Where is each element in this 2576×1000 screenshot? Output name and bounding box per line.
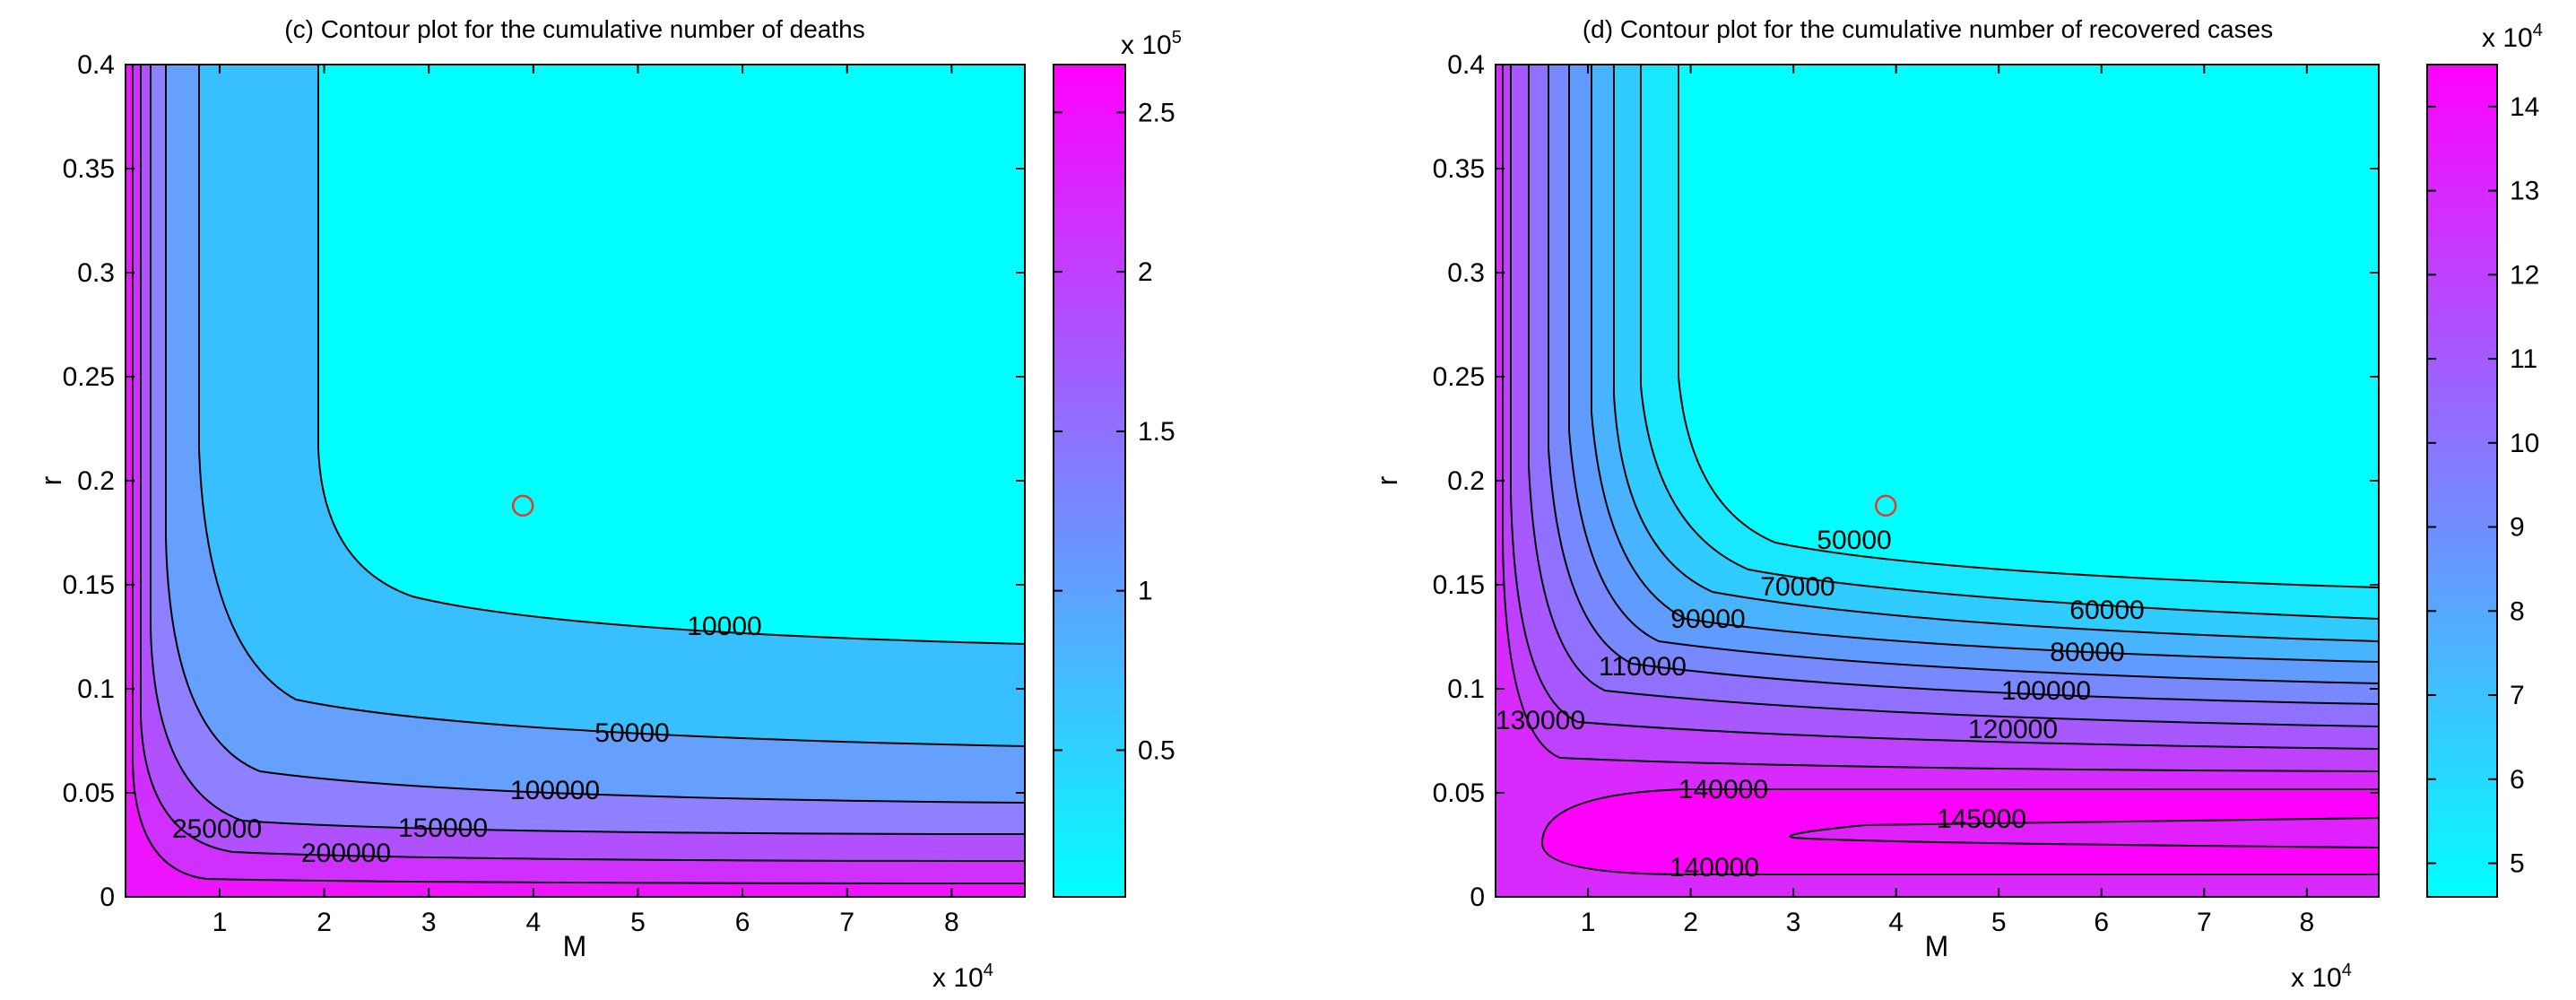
panel-d-xtick-label-4: 5: [1991, 908, 2007, 937]
panel-d-xtick-label-7: 8: [2299, 908, 2314, 937]
panel-d-title: (d) Contour plot for the cumulative numb…: [1583, 15, 2273, 43]
panel-d-ytick-label-7: 0.35: [1433, 154, 1485, 184]
panel-c-colorbar: 0.5 1 1.5 2 2.5 x 105: [1053, 28, 1182, 898]
panel-d-cbar-tick-label-3: 8: [2510, 596, 2525, 626]
panel-d-cbar-tick-label-0: 5: [2510, 849, 2525, 879]
panel-d-label-110000: 110000: [1599, 652, 1687, 682]
panel-d-ytick-label-2: 0.1: [1447, 674, 1485, 704]
panel-c-label-50000: 50000: [594, 718, 669, 748]
panel-d-label-80000: 80000: [2050, 638, 2124, 667]
panel-c: (c) Contour plot for the cumulative numb…: [35, 15, 1182, 993]
panel-d-ytick-label-0: 0: [1470, 883, 1485, 912]
panel-c-ytick-label-2: 0.1: [77, 674, 115, 704]
panel-c-ytick-label-4: 0.2: [77, 466, 115, 496]
panel-c-plot-area: 10000 50000 100000 150000 200000 250000: [126, 65, 1026, 897]
panel-c-ytick-label-3: 0.15: [63, 570, 115, 600]
panel-d-ytick-label-1: 0.05: [1433, 778, 1485, 808]
panel-d-label-145000: 145000: [1937, 804, 2026, 834]
panel-c-label-150000: 150000: [398, 813, 488, 843]
panel-d-ytick-label-5: 0.25: [1433, 362, 1485, 392]
panel-d-xtick-label-2: 3: [1786, 908, 1801, 937]
panel-d-colorbar-exponent: x 104: [2482, 21, 2543, 53]
panel-c-ytick-label-1: 0.05: [63, 778, 115, 808]
panel-d-colorbar: 5 6 7 8 9 10 11 12 13 14 x 104: [2426, 21, 2543, 898]
panel-d-band-6: [1496, 65, 2379, 897]
panel-d-cbar-tick-label-1: 6: [2510, 765, 2525, 795]
panel-d: (d) Contour plot for the cumulative numb…: [1371, 15, 2543, 993]
panel-d-xtick-label-1: 2: [1683, 908, 1698, 937]
panel-c-cbar-tick-label-2: 1.5: [1138, 417, 1175, 447]
panel-c-ylabel: r: [35, 475, 67, 485]
panel-c-xtick-label-5: 6: [735, 908, 750, 937]
panel-c-colorbar-exponent: x 105: [1121, 28, 1182, 60]
panel-c-cbar-tick-label-4: 2.5: [1138, 98, 1175, 127]
panel-c-cbar-tick-label-0: 0.5: [1138, 735, 1175, 765]
panel-c-xtick-label-3: 4: [526, 908, 542, 937]
panel-c-xtick-label-7: 8: [944, 908, 959, 937]
panel-d-label-140000-top: 140000: [1678, 775, 1768, 804]
panel-c-ytick-label-8: 0.4: [77, 50, 115, 80]
panel-c-ytick-label-6: 0.3: [77, 258, 115, 288]
panel-c-xtick-label-1: 2: [317, 908, 332, 937]
panel-d-label-120000: 120000: [1968, 715, 2058, 744]
panel-d-cbar-tick-label-9: 14: [2510, 92, 2539, 122]
panel-d-colorbar-ticks: 5 6 7 8 9 10 11 12 13 14: [2427, 92, 2539, 879]
panel-d-cbar-tick-label-8: 13: [2510, 177, 2539, 206]
panel-c-label-250000: 250000: [172, 814, 262, 844]
panel-d-label-130000: 130000: [1496, 706, 1585, 735]
panel-d-label-50000: 50000: [1817, 526, 1891, 555]
panel-d-contour-labels: 50000 60000 70000 80000 90000 100000 110…: [1496, 526, 2145, 883]
panel-c-colorbar-gradient: [1053, 64, 1126, 898]
panel-c-ytick-label-0: 0: [100, 883, 115, 912]
panel-d-ylabel: r: [1371, 475, 1403, 485]
panel-d-xlabel: M: [1925, 930, 1949, 962]
panel-c-xtick-label-2: 3: [421, 908, 437, 937]
panel-d-xtick-label-6: 7: [2197, 908, 2212, 937]
panel-c-contour-labels: 10000 50000 100000 150000 200000 250000: [172, 612, 762, 868]
panel-d-xtick-label-3: 4: [1888, 908, 1904, 937]
panel-d-label-70000: 70000: [1760, 572, 1834, 602]
panel-d-colorbar-gradient: [2426, 64, 2498, 898]
panel-c-band-4: [126, 65, 1025, 897]
panel-c-x-exponent: x 104: [932, 961, 993, 993]
panel-c-marker-circle: [511, 494, 534, 517]
panel-d-ytick-label-3: 0.15: [1433, 570, 1485, 600]
panel-d-band-11: [1790, 818, 2379, 848]
panel-d-cbar-tick-label-7: 12: [2510, 260, 2539, 290]
panel-c-cbar-tick-label-1: 1: [1138, 577, 1153, 606]
panel-c-label-200000: 200000: [301, 839, 391, 868]
panel-d-xtick-label-0: 1: [1581, 908, 1596, 937]
panel-c-ytick-label-5: 0.25: [63, 362, 115, 392]
panel-d-ytick-label-6: 0.3: [1447, 258, 1485, 288]
panel-d-label-60000: 60000: [2069, 596, 2144, 625]
panel-d-label-100000: 100000: [2001, 676, 2091, 706]
panel-c-xlabel: M: [563, 930, 587, 962]
panel-c-label-100000: 100000: [510, 776, 600, 805]
panel-c-label-10000: 10000: [687, 612, 761, 641]
panel-c-ytick-label-7: 0.35: [63, 154, 115, 184]
panel-d-plot-area: 50000 60000 70000 80000 90000 100000 110…: [1496, 65, 2380, 897]
panel-d-ytick-label-4: 0.2: [1447, 466, 1485, 496]
panel-c-xtick-label-4: 5: [630, 908, 646, 937]
panel-d-cbar-tick-label-5: 10: [2510, 429, 2539, 458]
panel-c-xtick-label-0: 1: [212, 908, 228, 937]
panel-d-label-90000: 90000: [1670, 604, 1745, 634]
panel-d-marker-circle: [1874, 494, 1897, 517]
panel-c-title: (c) Contour plot for the cumulative numb…: [284, 15, 864, 43]
panel-d-x-exponent: x 104: [2291, 961, 2352, 993]
panel-d-cbar-tick-label-4: 9: [2510, 513, 2525, 543]
panel-d-ticks: 1 2 3 4 5 6 7 8 0 0.05 0.1 0.15 0.2 0.25 0.3 0.35 0.4: [1433, 50, 2379, 937]
panel-d-cbar-tick-label-6: 11: [2510, 344, 2537, 374]
panel-c-band-1: [126, 65, 1025, 897]
panel-c-ticks: 1 2 3 4 5 6 7 8 0 0.05 0.1 0.15 0.2 0.25 0.3 0.35 0.4: [63, 50, 1025, 937]
panel-d-ytick-label-8: 0.4: [1447, 50, 1485, 80]
panel-d-label-140000-bottom: 140000: [1670, 853, 1759, 883]
panel-d-cbar-tick-label-2: 7: [2510, 681, 2525, 710]
panel-d-xtick-label-5: 6: [2094, 908, 2109, 937]
panel-c-colorbar-ticks: 0.5 1 1.5 2 2.5: [1054, 98, 1175, 765]
panel-c-cbar-tick-label-3: 2: [1138, 257, 1153, 287]
panel-c-xtick-label-6: 7: [839, 908, 854, 937]
